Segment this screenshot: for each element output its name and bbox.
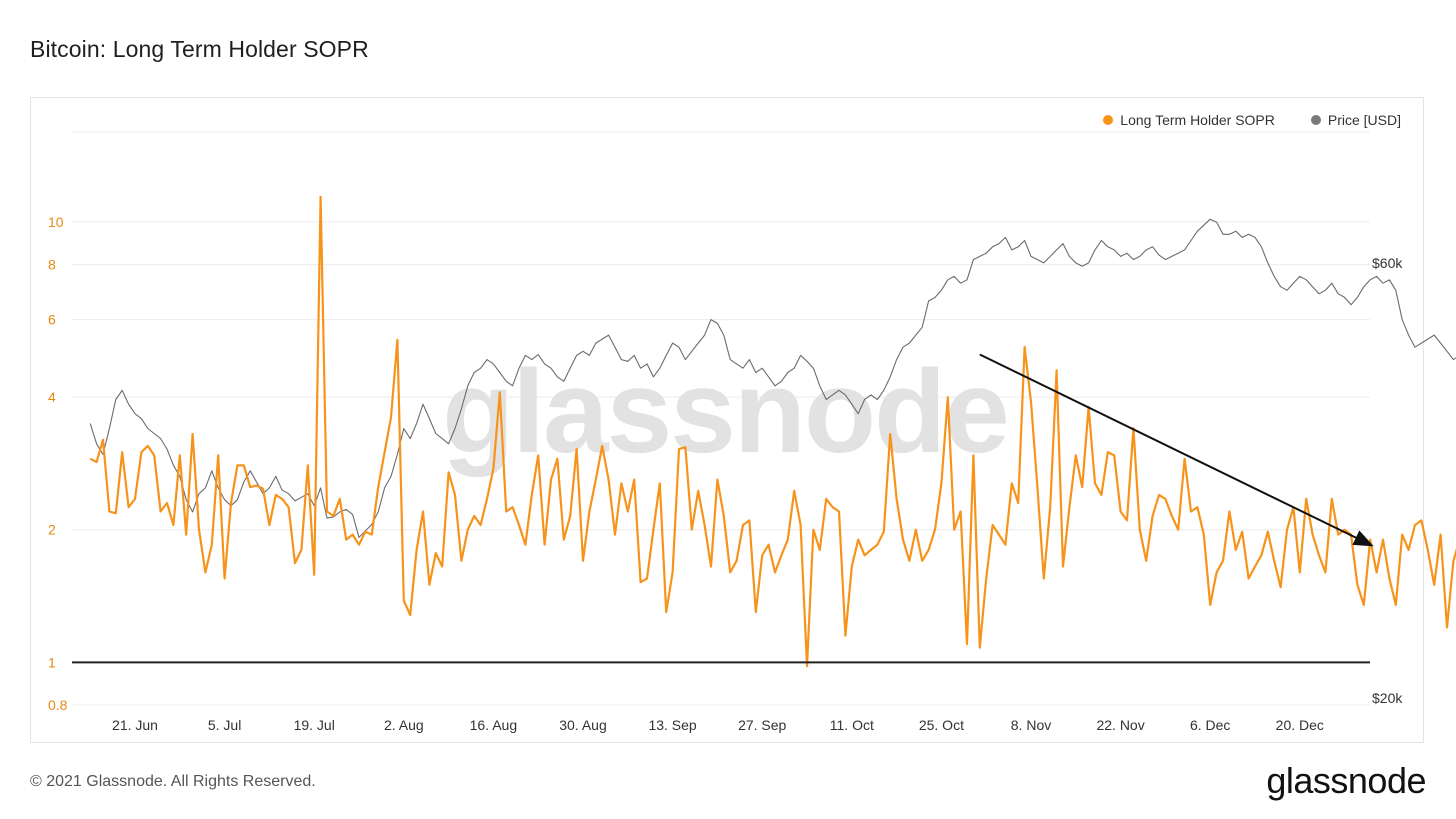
- right-axis-ticks: $20k $60k: [1372, 255, 1403, 706]
- x-tick-label: 20. Dec: [1276, 717, 1324, 733]
- chart-title: Bitcoin: Long Term Holder SOPR: [30, 36, 369, 62]
- right-tick-label: $20k: [1372, 690, 1403, 706]
- x-tick-label: 2. Aug: [384, 717, 424, 733]
- left-axis-ticks: 0.8 1 2 4 6 8 10: [48, 214, 68, 713]
- left-tick-label: 8: [48, 257, 56, 273]
- x-tick-label: 27. Sep: [738, 717, 786, 733]
- legend-item-sopr[interactable]: Long Term Holder SOPR: [1103, 112, 1275, 128]
- x-axis-ticks: 21. Jun 5. Jul 19. Jul 2. Aug 16. Aug 30. Aug…: [112, 717, 1324, 733]
- legend-swatch-price: [1310, 115, 1321, 125]
- left-tick-label: 2: [48, 522, 56, 538]
- legend-item-price[interactable]: Price [USD]: [1310, 112, 1401, 128]
- trend-arrow: [979, 353, 1374, 547]
- left-tick-label: 6: [48, 312, 56, 328]
- legend-label-sopr: Long Term Holder SOPR: [1120, 112, 1275, 128]
- legend-swatch-sopr: [1103, 115, 1114, 125]
- left-tick-label: 1: [48, 654, 56, 670]
- copyright-text: © 2021 Glassnode. All Rights Reserved.: [30, 773, 316, 790]
- price-line: [89, 218, 1456, 538]
- right-tick-label: $60k: [1372, 255, 1403, 271]
- trend-arrow-line: [979, 353, 1374, 547]
- x-tick-label: 25. Oct: [919, 717, 964, 733]
- x-tick-label: 30. Aug: [559, 717, 607, 733]
- x-tick-label: 21. Jun: [112, 717, 158, 733]
- sopr-line: [89, 195, 1456, 668]
- x-tick-label: 5. Jul: [208, 717, 241, 733]
- watermark-text: glassnode: [442, 346, 1008, 478]
- left-tick-label: 4: [48, 389, 56, 405]
- x-tick-label: 19. Jul: [294, 717, 335, 733]
- x-tick-label: 13. Sep: [648, 717, 696, 733]
- x-tick-label: 8. Nov: [1011, 717, 1051, 733]
- price-series: [89, 218, 1456, 538]
- x-tick-label: 22. Nov: [1096, 717, 1144, 733]
- chart-frame: [30, 97, 1424, 743]
- x-tick-label: 16. Aug: [470, 717, 518, 733]
- sopr-series: [89, 195, 1456, 668]
- brand-logo: glassnode: [1266, 760, 1426, 801]
- left-tick-label: 10: [48, 214, 64, 230]
- left-tick-label: 0.8: [48, 697, 68, 713]
- chart-legend: Long Term Holder SOPR Price [USD]: [1103, 112, 1401, 128]
- grid-lines: [72, 131, 1370, 706]
- x-tick-label: 11. Oct: [830, 717, 874, 733]
- x-tick-label: 6. Dec: [1190, 717, 1230, 733]
- legend-label-price: Price [USD]: [1327, 112, 1401, 128]
